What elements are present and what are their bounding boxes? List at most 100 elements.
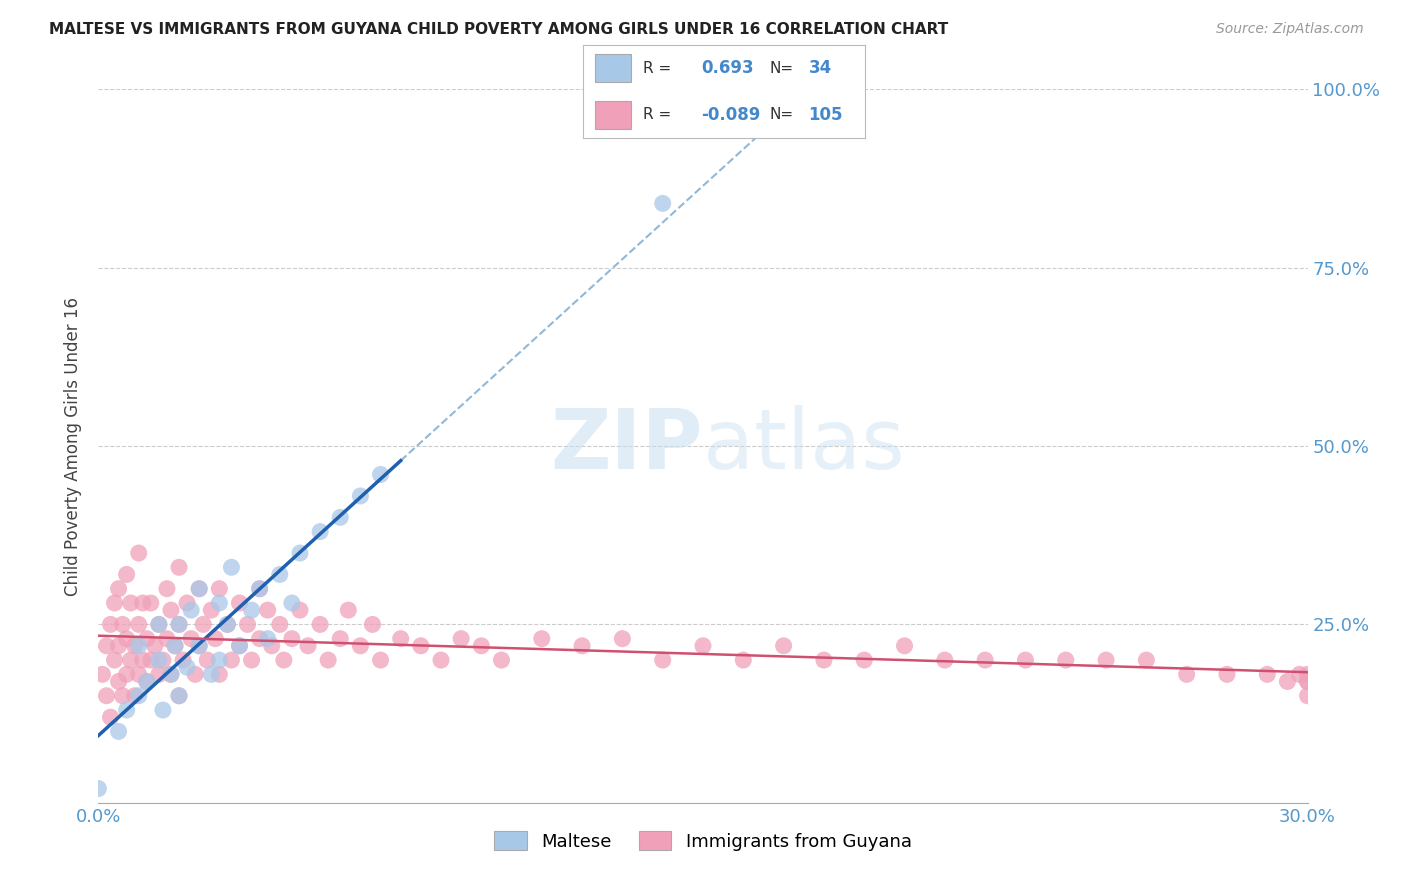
Point bbox=[111, 617, 134, 632]
Point bbox=[91, 667, 114, 681]
Point bbox=[217, 617, 239, 632]
Point bbox=[853, 653, 876, 667]
Point bbox=[1296, 689, 1319, 703]
Point bbox=[96, 639, 118, 653]
Point bbox=[1256, 667, 1278, 681]
Point bbox=[288, 546, 311, 560]
Point bbox=[156, 632, 179, 646]
Point bbox=[128, 617, 150, 632]
Point bbox=[208, 667, 231, 681]
Point bbox=[148, 653, 170, 667]
Point bbox=[128, 639, 150, 653]
Point bbox=[167, 617, 190, 632]
Y-axis label: Child Poverty Among Girls Under 16: Child Poverty Among Girls Under 16 bbox=[65, 296, 83, 596]
Point bbox=[1014, 653, 1036, 667]
Point bbox=[1288, 667, 1310, 681]
Point bbox=[132, 653, 155, 667]
Point bbox=[124, 689, 146, 703]
Point bbox=[111, 689, 134, 703]
Point bbox=[139, 653, 162, 667]
Point bbox=[221, 653, 243, 667]
Point bbox=[281, 632, 304, 646]
Point bbox=[530, 632, 553, 646]
Point bbox=[167, 617, 190, 632]
Point bbox=[813, 653, 835, 667]
Point bbox=[176, 660, 198, 674]
Point bbox=[160, 667, 183, 681]
Point bbox=[195, 653, 218, 667]
Point bbox=[188, 639, 211, 653]
Point bbox=[103, 596, 125, 610]
Point bbox=[107, 674, 129, 689]
Point bbox=[208, 653, 231, 667]
Point bbox=[132, 596, 155, 610]
Point bbox=[256, 632, 278, 646]
Point bbox=[430, 653, 453, 667]
Point bbox=[1216, 667, 1239, 681]
Point bbox=[1095, 653, 1118, 667]
Point bbox=[180, 603, 202, 617]
Point bbox=[316, 653, 339, 667]
Point bbox=[152, 653, 174, 667]
Point bbox=[349, 639, 371, 653]
Point bbox=[893, 639, 915, 653]
FancyBboxPatch shape bbox=[595, 54, 631, 82]
Point bbox=[309, 617, 332, 632]
Point bbox=[87, 781, 110, 796]
Point bbox=[160, 603, 183, 617]
Point bbox=[1054, 653, 1077, 667]
Text: N=: N= bbox=[769, 107, 793, 122]
Text: atlas: atlas bbox=[703, 406, 904, 486]
Point bbox=[163, 639, 186, 653]
Point bbox=[1296, 674, 1319, 689]
Point bbox=[221, 560, 243, 574]
Point bbox=[208, 582, 231, 596]
Point bbox=[273, 653, 295, 667]
Point bbox=[188, 582, 211, 596]
Point bbox=[260, 639, 283, 653]
Point bbox=[249, 582, 271, 596]
Point bbox=[184, 667, 207, 681]
Point bbox=[107, 724, 129, 739]
Point bbox=[470, 639, 492, 653]
Point bbox=[193, 617, 215, 632]
Text: Source: ZipAtlas.com: Source: ZipAtlas.com bbox=[1216, 22, 1364, 37]
Point bbox=[974, 653, 997, 667]
Point bbox=[337, 603, 360, 617]
Point bbox=[167, 689, 190, 703]
Text: 105: 105 bbox=[808, 106, 844, 124]
Point bbox=[180, 632, 202, 646]
Legend: Maltese, Immigrants from Guyana: Maltese, Immigrants from Guyana bbox=[486, 824, 920, 858]
Point bbox=[107, 582, 129, 596]
Text: N=: N= bbox=[769, 61, 793, 76]
Point bbox=[167, 560, 190, 574]
Point bbox=[128, 667, 150, 681]
Text: MALTESE VS IMMIGRANTS FROM GUYANA CHILD POVERTY AMONG GIRLS UNDER 16 CORRELATION: MALTESE VS IMMIGRANTS FROM GUYANA CHILD … bbox=[49, 22, 949, 37]
Point bbox=[128, 546, 150, 560]
Point bbox=[120, 653, 142, 667]
Point bbox=[135, 674, 157, 689]
Text: -0.089: -0.089 bbox=[702, 106, 761, 124]
Point bbox=[96, 689, 118, 703]
Point bbox=[135, 632, 157, 646]
Text: 0.693: 0.693 bbox=[702, 59, 754, 77]
Point bbox=[228, 596, 250, 610]
Point bbox=[228, 639, 250, 653]
Point bbox=[204, 632, 226, 646]
Point bbox=[1296, 667, 1319, 681]
Point bbox=[249, 632, 271, 646]
Point bbox=[152, 703, 174, 717]
Point bbox=[934, 653, 956, 667]
Point bbox=[772, 639, 794, 653]
Point bbox=[103, 653, 125, 667]
Point bbox=[135, 674, 157, 689]
Point bbox=[188, 582, 211, 596]
Point bbox=[208, 596, 231, 610]
Point bbox=[176, 596, 198, 610]
Point bbox=[249, 582, 271, 596]
Point bbox=[100, 617, 122, 632]
Point bbox=[143, 639, 166, 653]
Point bbox=[148, 617, 170, 632]
Point bbox=[217, 617, 239, 632]
Point bbox=[1296, 674, 1319, 689]
